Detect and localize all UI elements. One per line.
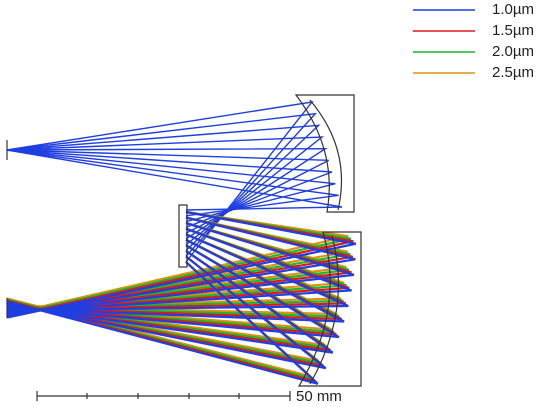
legend-label: 1.0µm xyxy=(492,1,534,18)
mirror-surface xyxy=(309,99,343,211)
ray-group xyxy=(6,101,356,385)
ray xyxy=(6,227,352,314)
ray xyxy=(6,244,340,339)
legend-label: 2.0µm xyxy=(492,43,534,60)
ray xyxy=(6,255,327,370)
ray xyxy=(6,210,356,319)
ray xyxy=(6,149,343,211)
legend: 1.0µm 1.5µm 2.0µm 2.5µm xyxy=(413,1,534,81)
mirror-surface xyxy=(309,235,340,385)
ray xyxy=(6,216,356,317)
mirror-primary xyxy=(294,94,355,213)
mirror-secondary xyxy=(178,204,188,268)
ray xyxy=(6,261,319,385)
ray xyxy=(6,249,334,354)
mirror-tertiary xyxy=(297,231,362,387)
scale-bar: 50 mm xyxy=(36,388,342,405)
ray xyxy=(6,149,339,217)
ray xyxy=(6,233,349,312)
ray xyxy=(6,222,355,316)
scale-label: 50 mm xyxy=(296,388,342,405)
ray xyxy=(6,149,333,228)
ray xyxy=(6,238,345,323)
legend-label: 2.5µm xyxy=(492,64,534,81)
legend-label: 1.5µm xyxy=(492,22,534,39)
